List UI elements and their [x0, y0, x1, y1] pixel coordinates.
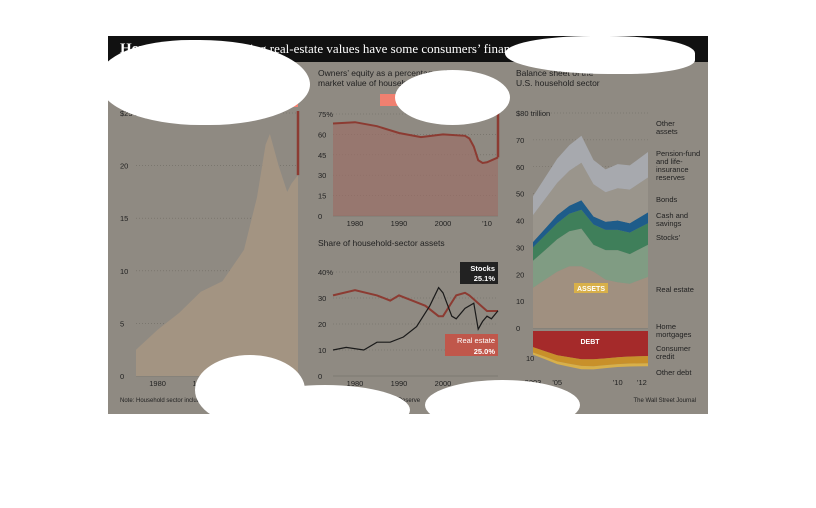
- real-estate-area: [136, 134, 298, 376]
- stocks-label-box: [460, 262, 498, 284]
- y-tick-label: 30: [318, 294, 326, 303]
- x-tick-label: '05: [552, 378, 562, 387]
- occlusion-blob: [395, 70, 510, 125]
- y-tick-label: $80 trillion: [516, 109, 550, 118]
- y-tick-label: 15: [120, 214, 128, 223]
- y-tick-label: 60: [516, 163, 524, 172]
- legend-label: savings: [656, 219, 682, 228]
- real-estate-label-box: [445, 334, 498, 356]
- x-tick-label: 1980: [347, 219, 364, 228]
- legend-label: Stocks’: [656, 233, 681, 242]
- panel3-title: Share of household-sector assets: [318, 238, 445, 248]
- y-tick-label: 50: [516, 190, 524, 199]
- y-tick-label: 30: [516, 243, 524, 252]
- y-tick-label: 75%: [318, 110, 333, 119]
- legend-label: Cash and: [656, 211, 688, 220]
- y-tick-label: 40%: [318, 268, 333, 277]
- y-tick-label: 60: [318, 130, 326, 139]
- occlusion-blob: [505, 36, 695, 74]
- stocks-share-line: [332, 286, 499, 351]
- balance-area-5: [533, 135, 648, 216]
- balance-area-2: [533, 209, 648, 261]
- footer-note: Note: Household sector includes nonprofi…: [120, 398, 236, 404]
- panel2-title: market value of household real estate: [318, 78, 460, 88]
- balance-area-4: [533, 162, 648, 242]
- occlusion-blob: [425, 380, 580, 430]
- y-tick-label: 45: [318, 151, 326, 160]
- y-tick-label: 0: [318, 372, 322, 381]
- equity-line: [332, 121, 499, 165]
- x-tick-label: 1990: [391, 379, 408, 388]
- x-tick-label: 2000: [435, 379, 452, 388]
- occlusion-blob: [240, 385, 410, 435]
- y-tick-label: 10: [318, 346, 326, 355]
- x-tick-label: 1980: [149, 379, 166, 388]
- stocks-value: 25.1%: [474, 274, 496, 283]
- y-tick-label: 20: [120, 162, 128, 171]
- y-tick-label: 5: [120, 319, 124, 328]
- y-tick-label: 15: [318, 192, 326, 201]
- legend-label: mortgages: [656, 330, 692, 339]
- legend-label: Pension-fund: [656, 149, 700, 158]
- stocks-label: Stocks: [470, 264, 495, 273]
- debt-area-1: [533, 347, 648, 367]
- y-tick-label: 0: [516, 324, 520, 333]
- legend-label: Consumer: [656, 344, 691, 353]
- x-tick-label: '10: [482, 219, 492, 228]
- legend-label: insurance: [656, 165, 689, 174]
- assets-label-box: [574, 283, 608, 293]
- legend-label: reserves: [656, 173, 685, 182]
- real-estate-value: 25.0%: [474, 347, 496, 356]
- balance-area-0: [533, 266, 648, 328]
- x-tick-label: '12: [637, 378, 647, 387]
- panel4-title: Balance sheet of the: [516, 68, 594, 78]
- title-subtitle: Rising real-estate values have some cons…: [232, 41, 586, 56]
- debt-label: DEBT: [580, 339, 600, 346]
- y-tick-label: 70: [516, 136, 524, 145]
- y-tick-label: 0: [120, 372, 124, 381]
- debt-area-2: [533, 352, 648, 370]
- legend-label: Other: [656, 119, 675, 128]
- footer-credit: The Wall Street Journal: [634, 398, 696, 404]
- x-tick-label: 2000: [435, 219, 452, 228]
- x-tick-label: '10: [613, 378, 623, 387]
- y-tick-label: 10: [516, 297, 524, 306]
- legend-label: Bonds: [656, 195, 678, 204]
- panel2-title: Owners’ equity as a percentage of the: [318, 68, 461, 78]
- legend-label: Home: [656, 322, 676, 331]
- legend-label: Other debt: [656, 368, 692, 377]
- legend-label: credit: [656, 352, 675, 361]
- y-tick-label: 40: [516, 217, 524, 226]
- balance-area-1: [533, 228, 648, 288]
- y-tick-label: 10: [120, 267, 128, 276]
- legend-label: assets: [656, 127, 678, 136]
- occlusion-blob: [100, 40, 310, 125]
- y-tick-label: 20: [318, 320, 326, 329]
- balance-area-3: [533, 200, 648, 248]
- equity-area: [333, 122, 498, 216]
- real-estate-share-line: [332, 289, 498, 318]
- y-tick-label: 0: [318, 212, 322, 221]
- x-tick-label: 1980: [347, 379, 364, 388]
- y-tick-label: 20: [516, 270, 524, 279]
- legend-label: and life-: [656, 157, 683, 166]
- x-tick-label: 1990: [391, 219, 408, 228]
- legend-label: Real estate: [656, 285, 694, 294]
- debt-label-box: [573, 336, 607, 346]
- real-estate-label: Real estate: [457, 336, 495, 345]
- debt-tick-label: 10: [526, 354, 534, 363]
- y-tick-label: 30: [318, 171, 326, 180]
- assets-label: ASSETS: [577, 286, 605, 293]
- panel4-title: U.S. household sector: [516, 78, 600, 88]
